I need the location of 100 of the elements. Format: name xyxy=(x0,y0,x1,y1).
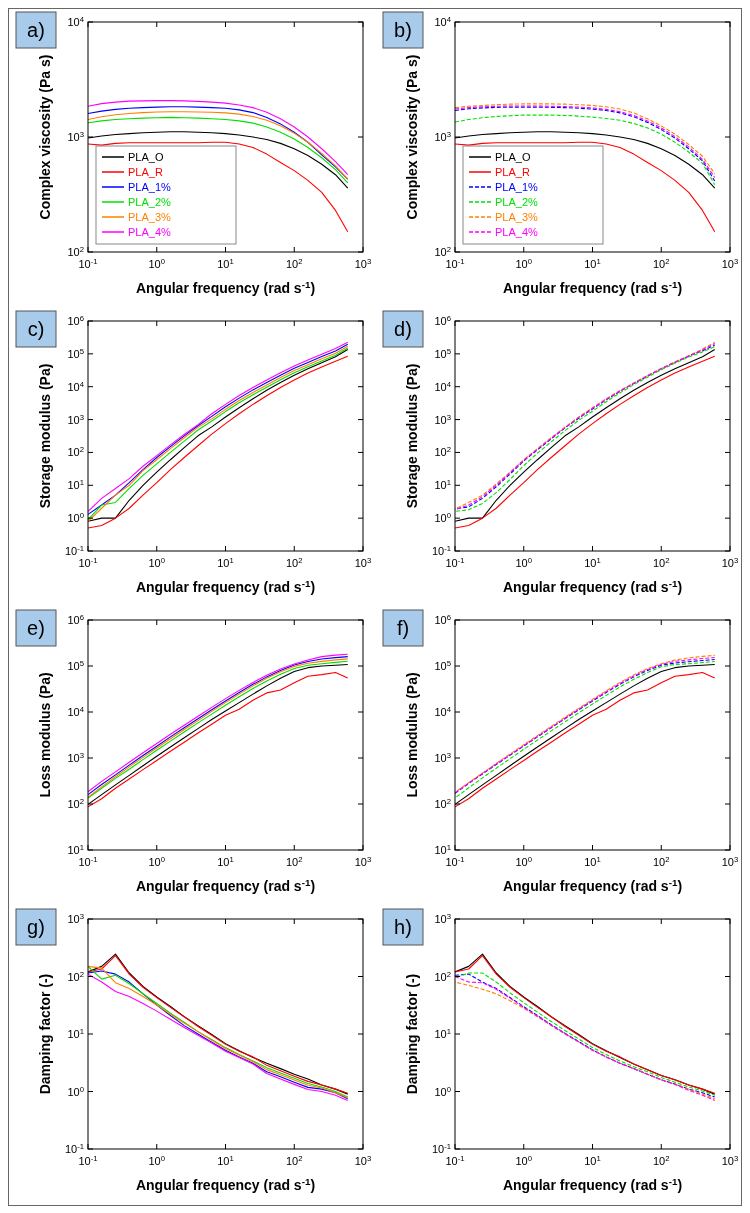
y-axis-title: Complex viscosity (Pa s) xyxy=(37,54,53,220)
x-tick-label: 10$^{2}$ xyxy=(285,854,303,868)
legend-label: PLA_R xyxy=(128,166,163,178)
y-tick-label: 10$^{1}$ xyxy=(67,477,84,492)
y-tick-label: 10$^{-1}$ xyxy=(64,1141,84,1155)
y-axis-title: Storage modulus (Pa) xyxy=(404,363,420,509)
x-tick-label: 10$^{0}$ xyxy=(148,256,166,270)
y-tick-label: 10$^{1}$ xyxy=(67,1026,84,1040)
x-tick-label: 10$^{3}$ xyxy=(354,555,372,569)
legend-label: PLA_3% xyxy=(128,211,172,223)
y-tick-label: 10$^{4}$ xyxy=(434,704,452,718)
y-tick-label: 10$^{0}$ xyxy=(67,510,84,525)
y-tick-label: 10$^{4}$ xyxy=(434,379,452,393)
y-tick-label: 10$^{5}$ xyxy=(434,346,451,360)
text: b) xyxy=(394,19,412,41)
legend-label: PLA_1% xyxy=(128,181,172,193)
x-axis-title: Angular frequency (rad s$^{-1}$) xyxy=(135,278,316,296)
legend-label: PLA_4% xyxy=(495,226,539,238)
x-axis-title: Angular frequency (rad s$^{-1}$) xyxy=(502,577,683,595)
y-tick-label: 10$^{3}$ xyxy=(67,750,84,764)
x-tick-label: 10$^{2}$ xyxy=(652,256,670,270)
y-tick-label: 10$^{2}$ xyxy=(67,244,84,258)
y-tick-label: 10$^{4}$ xyxy=(67,14,85,28)
y-tick-label: 10$^{3}$ xyxy=(434,412,451,426)
y-tick-label: 10$^{1}$ xyxy=(434,842,451,856)
x-tick-label: 10$^{2}$ xyxy=(285,555,303,569)
y-tick-label: 10$^{3}$ xyxy=(67,129,84,143)
x-tick-label: 10$^{0}$ xyxy=(515,1153,533,1167)
y-axis-title: Loss modulus (Pa) xyxy=(37,672,53,798)
x-tick-label: 10$^{-1}$ xyxy=(78,555,98,569)
legend-label: PLA_2% xyxy=(495,196,539,208)
x-axis-title: Angular frequency (rad s$^{-1}$) xyxy=(135,1175,316,1193)
y-axis-title: Damping factor (-) xyxy=(404,973,420,1095)
x-tick-label: 10$^{-1}$ xyxy=(78,256,98,270)
y-tick-label: 10$^{3}$ xyxy=(434,750,451,764)
y-tick-label: 10$^{0}$ xyxy=(434,510,451,525)
y-tick-label: 10$^{5}$ xyxy=(434,658,451,672)
text: g) xyxy=(27,916,45,938)
x-tick-label: 10$^{1}$ xyxy=(584,1153,601,1167)
x-axis-title: Angular frequency (rad s$^{-1}$) xyxy=(502,876,683,894)
y-tick-label: 10$^{3}$ xyxy=(67,911,84,925)
x-tick-label: 10$^{3}$ xyxy=(354,854,372,868)
x-tick-label: 10$^{2}$ xyxy=(652,854,670,868)
y-tick-label: 10$^{2}$ xyxy=(434,244,451,258)
y-tick-label: 10$^{-1}$ xyxy=(431,543,451,557)
x-tick-label: 10$^{3}$ xyxy=(354,1153,372,1167)
x-tick-label: 10$^{0}$ xyxy=(515,555,533,569)
legend-label: PLA_O xyxy=(495,151,531,163)
x-tick-label: 10$^{-1}$ xyxy=(445,854,465,868)
y-axis-title: Damping factor (-) xyxy=(37,973,53,1095)
y-axis-title: Complex viscosity (Pa s) xyxy=(404,54,420,220)
x-tick-label: 10$^{3}$ xyxy=(721,1153,739,1167)
y-tick-label: 10$^{4}$ xyxy=(67,704,85,718)
y-tick-label: 10$^{5}$ xyxy=(67,658,84,672)
y-tick-label: 10$^{1}$ xyxy=(434,477,451,492)
y-tick-label: 10$^{2}$ xyxy=(434,969,451,983)
text: d) xyxy=(394,318,412,340)
x-tick-label: 10$^{1}$ xyxy=(217,256,234,270)
x-tick-label: 10$^{0}$ xyxy=(515,854,533,868)
x-tick-label: 10$^{0}$ xyxy=(148,1153,166,1167)
x-tick-label: 10$^{2}$ xyxy=(652,1153,670,1167)
x-tick-label: 10$^{2}$ xyxy=(285,256,303,270)
text: c) xyxy=(27,318,45,340)
x-tick-label: 10$^{-1}$ xyxy=(445,555,465,569)
x-tick-label: 10$^{-1}$ xyxy=(445,256,465,270)
y-axis-title: Loss modulus (Pa) xyxy=(404,672,420,798)
text: f) xyxy=(396,617,410,639)
x-tick-label: 10$^{-1}$ xyxy=(78,1153,98,1167)
y-tick-label: 10$^{0}$ xyxy=(67,1084,84,1098)
y-tick-label: 10$^{6}$ xyxy=(434,612,451,626)
y-axis-title: Storage modulus (Pa) xyxy=(37,363,53,509)
y-tick-label: 10$^{6}$ xyxy=(67,612,84,626)
y-tick-label: 10$^{5}$ xyxy=(67,346,84,360)
x-tick-label: 10$^{1}$ xyxy=(584,256,601,270)
y-tick-label: 10$^{2}$ xyxy=(67,969,84,983)
x-axis-title: Angular frequency (rad s$^{-1}$) xyxy=(135,577,316,595)
x-axis-title: Angular frequency (rad s$^{-1}$) xyxy=(502,278,683,296)
y-tick-label: 10$^{2}$ xyxy=(434,444,451,459)
y-tick-label: 10$^{6}$ xyxy=(434,313,451,327)
x-tick-label: 10$^{1}$ xyxy=(217,854,234,868)
y-tick-label: 10$^{2}$ xyxy=(434,796,451,810)
legend-label: PLA_4% xyxy=(128,226,172,238)
y-tick-label: 10$^{2}$ xyxy=(67,444,84,459)
x-tick-label: 10$^{2}$ xyxy=(652,555,670,569)
legend-label: PLA_2% xyxy=(128,196,172,208)
y-tick-label: 10$^{2}$ xyxy=(67,796,84,810)
y-tick-label: 10$^{-1}$ xyxy=(64,543,84,557)
x-tick-label: 10$^{-1}$ xyxy=(445,1153,465,1167)
legend-label: PLA_1% xyxy=(495,181,539,193)
x-tick-label: 10$^{2}$ xyxy=(285,1153,303,1167)
y-tick-label: 10$^{4}$ xyxy=(434,14,452,28)
x-tick-label: 10$^{0}$ xyxy=(148,854,166,868)
x-tick-label: 10$^{3}$ xyxy=(721,854,739,868)
x-tick-label: 10$^{0}$ xyxy=(515,256,533,270)
x-axis-title: Angular frequency (rad s$^{-1}$) xyxy=(502,1175,683,1193)
x-tick-label: 10$^{-1}$ xyxy=(78,854,98,868)
x-tick-label: 10$^{3}$ xyxy=(721,256,739,270)
legend-label: PLA_O xyxy=(128,151,164,163)
x-tick-label: 10$^{3}$ xyxy=(354,256,372,270)
y-tick-label: 10$^{3}$ xyxy=(434,129,451,143)
